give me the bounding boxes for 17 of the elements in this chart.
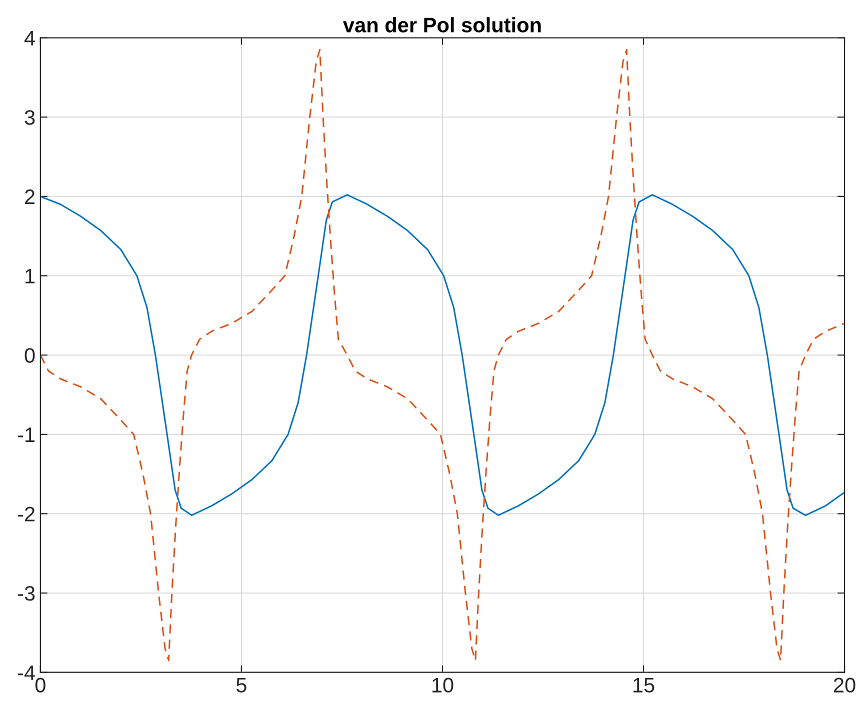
x-tick-label: 20	[834, 678, 856, 693]
y-tick-label: -4	[18, 666, 35, 680]
y-tick-label: 1	[26, 268, 35, 284]
chart-title: van der Pol solution	[343, 17, 541, 32]
y-tick-label: 0	[24, 348, 35, 363]
y-tick-label: -1	[18, 428, 35, 442]
x-tick-label: 10	[432, 678, 454, 693]
x-tick-label: 15	[634, 678, 654, 693]
y-tick-label: 2	[25, 189, 35, 204]
y-tick-label: 4	[24, 31, 35, 46]
y-tick-label: -3	[18, 586, 35, 601]
y-tick-label: 3	[24, 110, 35, 125]
line-series	[40, 48, 845, 662]
line-series	[40, 194, 845, 516]
x-tick-label: 5	[236, 678, 246, 693]
y-tick-label: -2	[18, 506, 35, 522]
x-tick-label: 0	[35, 678, 46, 693]
